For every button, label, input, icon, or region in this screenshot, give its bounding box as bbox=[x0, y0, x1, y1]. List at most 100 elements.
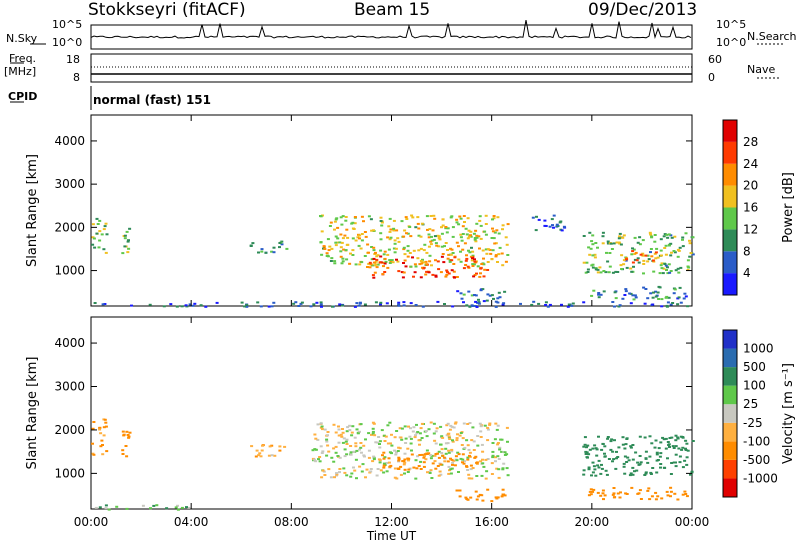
data-cell bbox=[466, 237, 470, 240]
data-cell bbox=[358, 302, 362, 305]
data-cell bbox=[373, 253, 377, 255]
data-cell bbox=[420, 222, 424, 225]
data-cell bbox=[501, 468, 505, 471]
data-cell bbox=[483, 268, 487, 271]
data-cell bbox=[654, 257, 658, 260]
x-axis-label: Time UT bbox=[366, 529, 417, 543]
data-cell bbox=[655, 453, 659, 456]
data-cell bbox=[439, 425, 443, 428]
data-cell bbox=[372, 458, 376, 461]
data-cell bbox=[665, 305, 669, 308]
data-cell bbox=[467, 448, 471, 451]
data-cell bbox=[462, 422, 466, 425]
y-tick-label: 1000 bbox=[54, 466, 85, 480]
data-cell bbox=[493, 438, 497, 441]
data-cell bbox=[429, 243, 433, 246]
data-cell bbox=[124, 445, 128, 447]
data-cell bbox=[98, 506, 102, 509]
data-cell bbox=[474, 455, 478, 458]
data-cell bbox=[669, 486, 673, 489]
data-cell bbox=[344, 440, 348, 443]
data-cell bbox=[404, 216, 408, 219]
data-cell bbox=[503, 494, 507, 497]
data-cell bbox=[381, 454, 384, 457]
data-cell bbox=[435, 244, 439, 247]
data-cell bbox=[676, 437, 680, 440]
data-cell bbox=[664, 244, 668, 247]
data-cell bbox=[180, 506, 184, 509]
data-cell bbox=[550, 218, 554, 221]
data-cell bbox=[397, 459, 401, 462]
data-cell bbox=[257, 251, 260, 254]
data-cell bbox=[98, 426, 102, 429]
data-cell bbox=[336, 455, 340, 457]
data-cell bbox=[121, 449, 125, 452]
data-cell bbox=[612, 458, 616, 461]
data-cell bbox=[374, 251, 377, 254]
nsky-tick-high: 10^5 bbox=[716, 18, 747, 31]
data-cell bbox=[618, 304, 622, 307]
data-cell bbox=[623, 455, 627, 458]
data-cell bbox=[329, 221, 333, 224]
data-cell bbox=[388, 217, 392, 220]
data-cell bbox=[644, 457, 648, 460]
data-cell bbox=[370, 258, 374, 261]
data-cell bbox=[677, 296, 681, 299]
data-cell bbox=[387, 225, 391, 228]
data-cell bbox=[329, 260, 333, 262]
data-cell bbox=[638, 243, 642, 246]
data-cell bbox=[372, 276, 376, 279]
data-cell bbox=[466, 217, 470, 220]
data-cell bbox=[584, 450, 588, 453]
data-cell bbox=[599, 494, 603, 497]
data-cell bbox=[398, 447, 402, 450]
data-cell bbox=[674, 434, 678, 437]
data-cell bbox=[488, 422, 492, 425]
y-tick-label: 4000 bbox=[54, 134, 85, 148]
data-cell bbox=[623, 472, 627, 475]
data-cell bbox=[126, 251, 130, 254]
data-cell bbox=[339, 433, 343, 436]
data-cell bbox=[461, 453, 465, 456]
data-cell bbox=[601, 489, 605, 492]
data-cell bbox=[596, 271, 600, 274]
data-cell bbox=[451, 439, 454, 442]
data-cell bbox=[649, 292, 653, 295]
data-cell bbox=[584, 453, 588, 455]
data-cell bbox=[653, 252, 657, 255]
data-cell bbox=[434, 467, 438, 470]
data-cell bbox=[491, 227, 494, 230]
data-cell bbox=[665, 295, 669, 298]
data-cell bbox=[278, 246, 281, 249]
data-cell bbox=[551, 224, 554, 227]
data-cell bbox=[467, 290, 471, 293]
data-cell bbox=[340, 223, 344, 226]
data-cell bbox=[502, 302, 506, 305]
data-cell bbox=[339, 255, 343, 258]
data-cell bbox=[459, 250, 462, 253]
data-cell bbox=[382, 462, 386, 465]
data-cell bbox=[481, 462, 485, 465]
data-cell bbox=[432, 422, 436, 425]
data-cell bbox=[596, 268, 600, 271]
data-cell bbox=[419, 247, 423, 250]
data-cell bbox=[495, 467, 499, 470]
data-cell bbox=[655, 459, 659, 462]
data-cell bbox=[532, 300, 536, 303]
data-cell bbox=[461, 248, 465, 251]
data-cell bbox=[332, 447, 336, 450]
data-cell bbox=[639, 253, 643, 256]
data-cell bbox=[334, 431, 338, 434]
data-cell bbox=[650, 442, 654, 445]
data-cell bbox=[495, 428, 499, 431]
data-cell bbox=[544, 304, 548, 306]
data-cell bbox=[451, 440, 455, 443]
data-cell bbox=[585, 261, 589, 264]
data-cell bbox=[404, 437, 408, 440]
data-cell bbox=[602, 290, 606, 293]
data-cell bbox=[422, 465, 426, 468]
data-cell bbox=[125, 430, 129, 433]
data-cell bbox=[587, 468, 591, 471]
colorbar-tick-label: 500 bbox=[743, 360, 766, 374]
data-cell bbox=[351, 221, 355, 224]
